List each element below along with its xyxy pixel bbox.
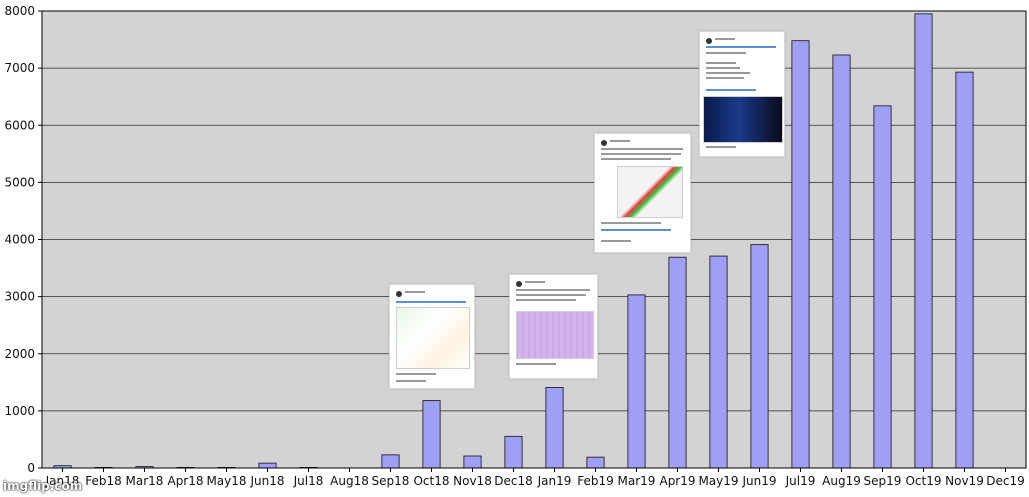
x-tick-label: Sep19 xyxy=(864,474,902,488)
tweet-chart-image xyxy=(617,166,683,218)
x-tick-label: Jun19 xyxy=(741,474,776,488)
bar xyxy=(504,435,523,469)
tweet-chart-image xyxy=(703,96,783,143)
y-axis: 0 1000 2000 3000 4000 5000 6000 7000 8000 xyxy=(4,4,42,475)
tweet-chart-image xyxy=(396,307,470,369)
x-tick-label: May19 xyxy=(698,474,738,488)
x-tick-label: Dec19 xyxy=(986,474,1025,488)
bar xyxy=(381,454,400,469)
y-tick-label: 3000 xyxy=(4,290,35,304)
tweet-chart-image xyxy=(516,311,594,359)
tweet-screenshot-1 xyxy=(389,284,475,389)
x-tick-label: Jan19 xyxy=(537,474,572,488)
x-tick-label: Sep18 xyxy=(372,474,410,488)
bar xyxy=(627,294,646,469)
x-tick-label: Aug18 xyxy=(330,474,369,488)
bar xyxy=(955,71,974,469)
bar xyxy=(914,13,933,469)
x-tick-label: Nov18 xyxy=(453,474,492,488)
x-tick-label: Jul18 xyxy=(293,474,324,488)
bar xyxy=(545,387,564,469)
x-axis: Jan18 Feb18 Mar18 Apr18 May18 Jun18 Jul18 Aug18… xyxy=(45,468,1025,488)
tweet-screenshot-4 xyxy=(699,31,785,157)
x-tick-label: Apr19 xyxy=(659,474,695,488)
bar xyxy=(463,455,482,469)
imgflip-watermark: imgflip.com xyxy=(3,479,83,493)
tweet-screenshot-3 xyxy=(594,133,691,253)
x-tick-label: Jun18 xyxy=(249,474,284,488)
x-tick-label: Mar19 xyxy=(618,474,656,488)
y-tick-label: 4000 xyxy=(4,233,35,247)
y-tick-label: 2000 xyxy=(4,347,35,361)
x-tick-label: Feb18 xyxy=(85,474,122,488)
x-tick-label: Nov19 xyxy=(945,474,984,488)
bar xyxy=(586,456,605,469)
tweet-screenshot-2 xyxy=(509,274,598,379)
y-tick-label: 1000 xyxy=(4,404,35,418)
x-tick-label: Jan18 xyxy=(45,474,80,488)
bar xyxy=(668,256,687,469)
bar xyxy=(832,54,851,469)
bars xyxy=(53,13,974,469)
y-tick-label: 6000 xyxy=(4,118,35,132)
x-tick-label: Feb19 xyxy=(577,474,614,488)
bar xyxy=(258,462,277,469)
y-tick-label: 5000 xyxy=(4,175,35,189)
x-tick-label: Dec18 xyxy=(494,474,533,488)
bar xyxy=(709,255,728,469)
bar xyxy=(873,105,892,469)
x-tick-label: Oct19 xyxy=(905,474,941,488)
x-tick-label: Mar18 xyxy=(126,474,164,488)
x-tick-label: Jul19 xyxy=(785,474,816,488)
bar xyxy=(791,40,810,469)
y-tick-label: 8000 xyxy=(4,4,35,18)
x-tick-label: Aug19 xyxy=(822,474,861,488)
x-tick-label: Oct18 xyxy=(413,474,449,488)
x-tick-label: Apr18 xyxy=(167,474,203,488)
y-tick-label: 0 xyxy=(27,461,35,475)
y-tick-label: 7000 xyxy=(4,61,35,75)
bar xyxy=(422,400,441,469)
bar xyxy=(750,244,769,469)
x-tick-label: May18 xyxy=(206,474,246,488)
